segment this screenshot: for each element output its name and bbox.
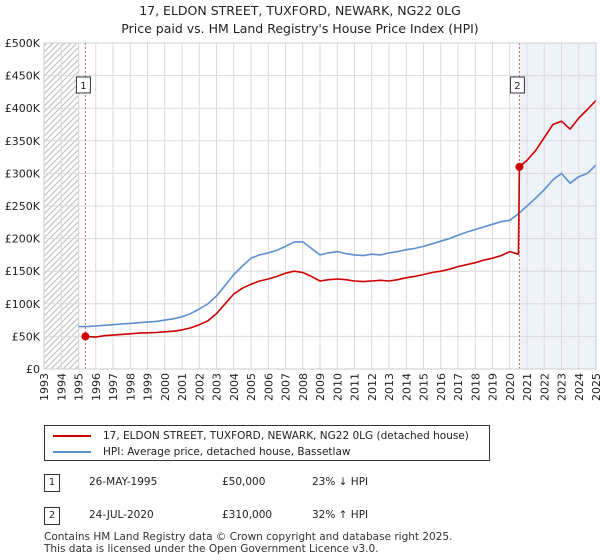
x-tick-label: 2008	[297, 373, 310, 401]
legend-item-hpi: HPI: Average price, detached house, Bass…	[53, 444, 350, 460]
sale-marker-label: 1	[80, 81, 86, 92]
x-tick-label: 2011	[349, 373, 362, 401]
y-tick-label: £0	[26, 363, 40, 376]
legend-label-property: 17, ELDON STREET, TUXFORD, NEWARK, NG22 …	[103, 430, 469, 442]
x-tick-label: 1998	[124, 373, 137, 401]
legend-label-hpi: HPI: Average price, detached house, Bass…	[103, 446, 351, 458]
x-tick-label: 2000	[159, 373, 172, 401]
x-tick-label: 2010	[331, 373, 344, 401]
x-tick-label: 2002	[193, 373, 206, 401]
y-tick-label: £400K	[5, 102, 41, 115]
legend: 17, ELDON STREET, TUXFORD, NEWARK, NG22 …	[44, 425, 490, 461]
x-tick-label: 2018	[469, 373, 482, 401]
transaction-number-badge: 2	[44, 507, 60, 525]
x-tick-label: 2004	[228, 373, 241, 401]
sale-point	[81, 332, 90, 341]
x-tick-label: 2003	[211, 373, 224, 401]
transaction-price: £310,000	[222, 509, 273, 521]
chart-title-line2: Price paid vs. HM Land Registry's House …	[121, 21, 479, 36]
x-tick-label: 2014	[400, 373, 413, 401]
transaction-date: 24-JUL-2020	[89, 509, 154, 521]
legend-item-property: 17, ELDON STREET, TUXFORD, NEWARK, NG22 …	[53, 428, 469, 444]
transaction-hpi-diff: 32% ↑ HPI	[312, 509, 369, 521]
x-tick-label: 2006	[262, 373, 275, 401]
y-tick-label: £150K	[5, 265, 41, 278]
x-tick-label: 2021	[521, 373, 534, 401]
y-tick-label: £500K	[5, 37, 41, 50]
x-tick-label: 2001	[176, 373, 189, 401]
x-tick-label: 2023	[556, 373, 569, 401]
x-tick-label: 1996	[90, 373, 103, 401]
x-tick-label: 1995	[73, 373, 86, 401]
x-tick-label: 2009	[314, 373, 327, 401]
x-tick-label: 2013	[383, 373, 396, 401]
x-tick-label: 1993	[38, 373, 51, 401]
x-tick-label: 2007	[280, 373, 293, 401]
x-tick-label: 2005	[245, 373, 258, 401]
x-tick-label: 1999	[142, 373, 155, 401]
y-tick-label: £350K	[5, 135, 41, 148]
transaction-price: £50,000	[222, 476, 266, 488]
legend-swatch-red	[53, 435, 91, 437]
y-tick-label: £200K	[5, 233, 41, 246]
sale-marker-box	[509, 76, 525, 94]
sale-marker-box	[75, 76, 91, 94]
footer-licence: This data is licensed under the Open Gov…	[44, 543, 379, 555]
x-tick-label: 2022	[538, 373, 551, 401]
x-tick-label: 2016	[435, 373, 448, 401]
property-series-line	[85, 99, 597, 338]
x-tick-label: 2012	[366, 373, 379, 401]
x-tick-label: 1994	[55, 373, 68, 401]
y-tick-label: £450K	[5, 70, 41, 83]
legend-swatch-blue	[53, 451, 91, 453]
chart-title-line1: 17, ELDON STREET, TUXFORD, NEWARK, NG22 …	[139, 3, 461, 18]
transaction-number-badge: 1	[44, 474, 60, 492]
plot-frame	[43, 42, 597, 370]
sale-point	[515, 162, 524, 171]
transaction-hpi-diff: 23% ↓ HPI	[312, 476, 369, 488]
hpi-series-line	[78, 164, 597, 328]
footer-copyright: Contains HM Land Registry data © Crown c…	[44, 531, 453, 543]
x-tick-label: 2019	[487, 373, 500, 401]
x-tick-label: 2024	[573, 373, 586, 401]
sale-marker-label: 2	[514, 81, 520, 92]
y-tick-label: £300K	[5, 167, 41, 180]
price-chart: 1 2 £0 £50K £100K £150K £200K £250K £300K £350K £…	[5, 37, 600, 401]
y-tick-label: £100K	[5, 298, 41, 311]
x-tick-label: 2015	[418, 373, 431, 401]
x-tick-label: 2020	[504, 373, 517, 401]
x-tick-label: 2025	[590, 373, 600, 401]
x-tick-label: 2017	[452, 373, 465, 401]
transaction-date: 26-MAY-1995	[89, 476, 158, 488]
x-tick-label: 1997	[107, 373, 120, 401]
y-tick-label: £50K	[12, 330, 41, 343]
y-tick-label: £250K	[5, 200, 41, 213]
